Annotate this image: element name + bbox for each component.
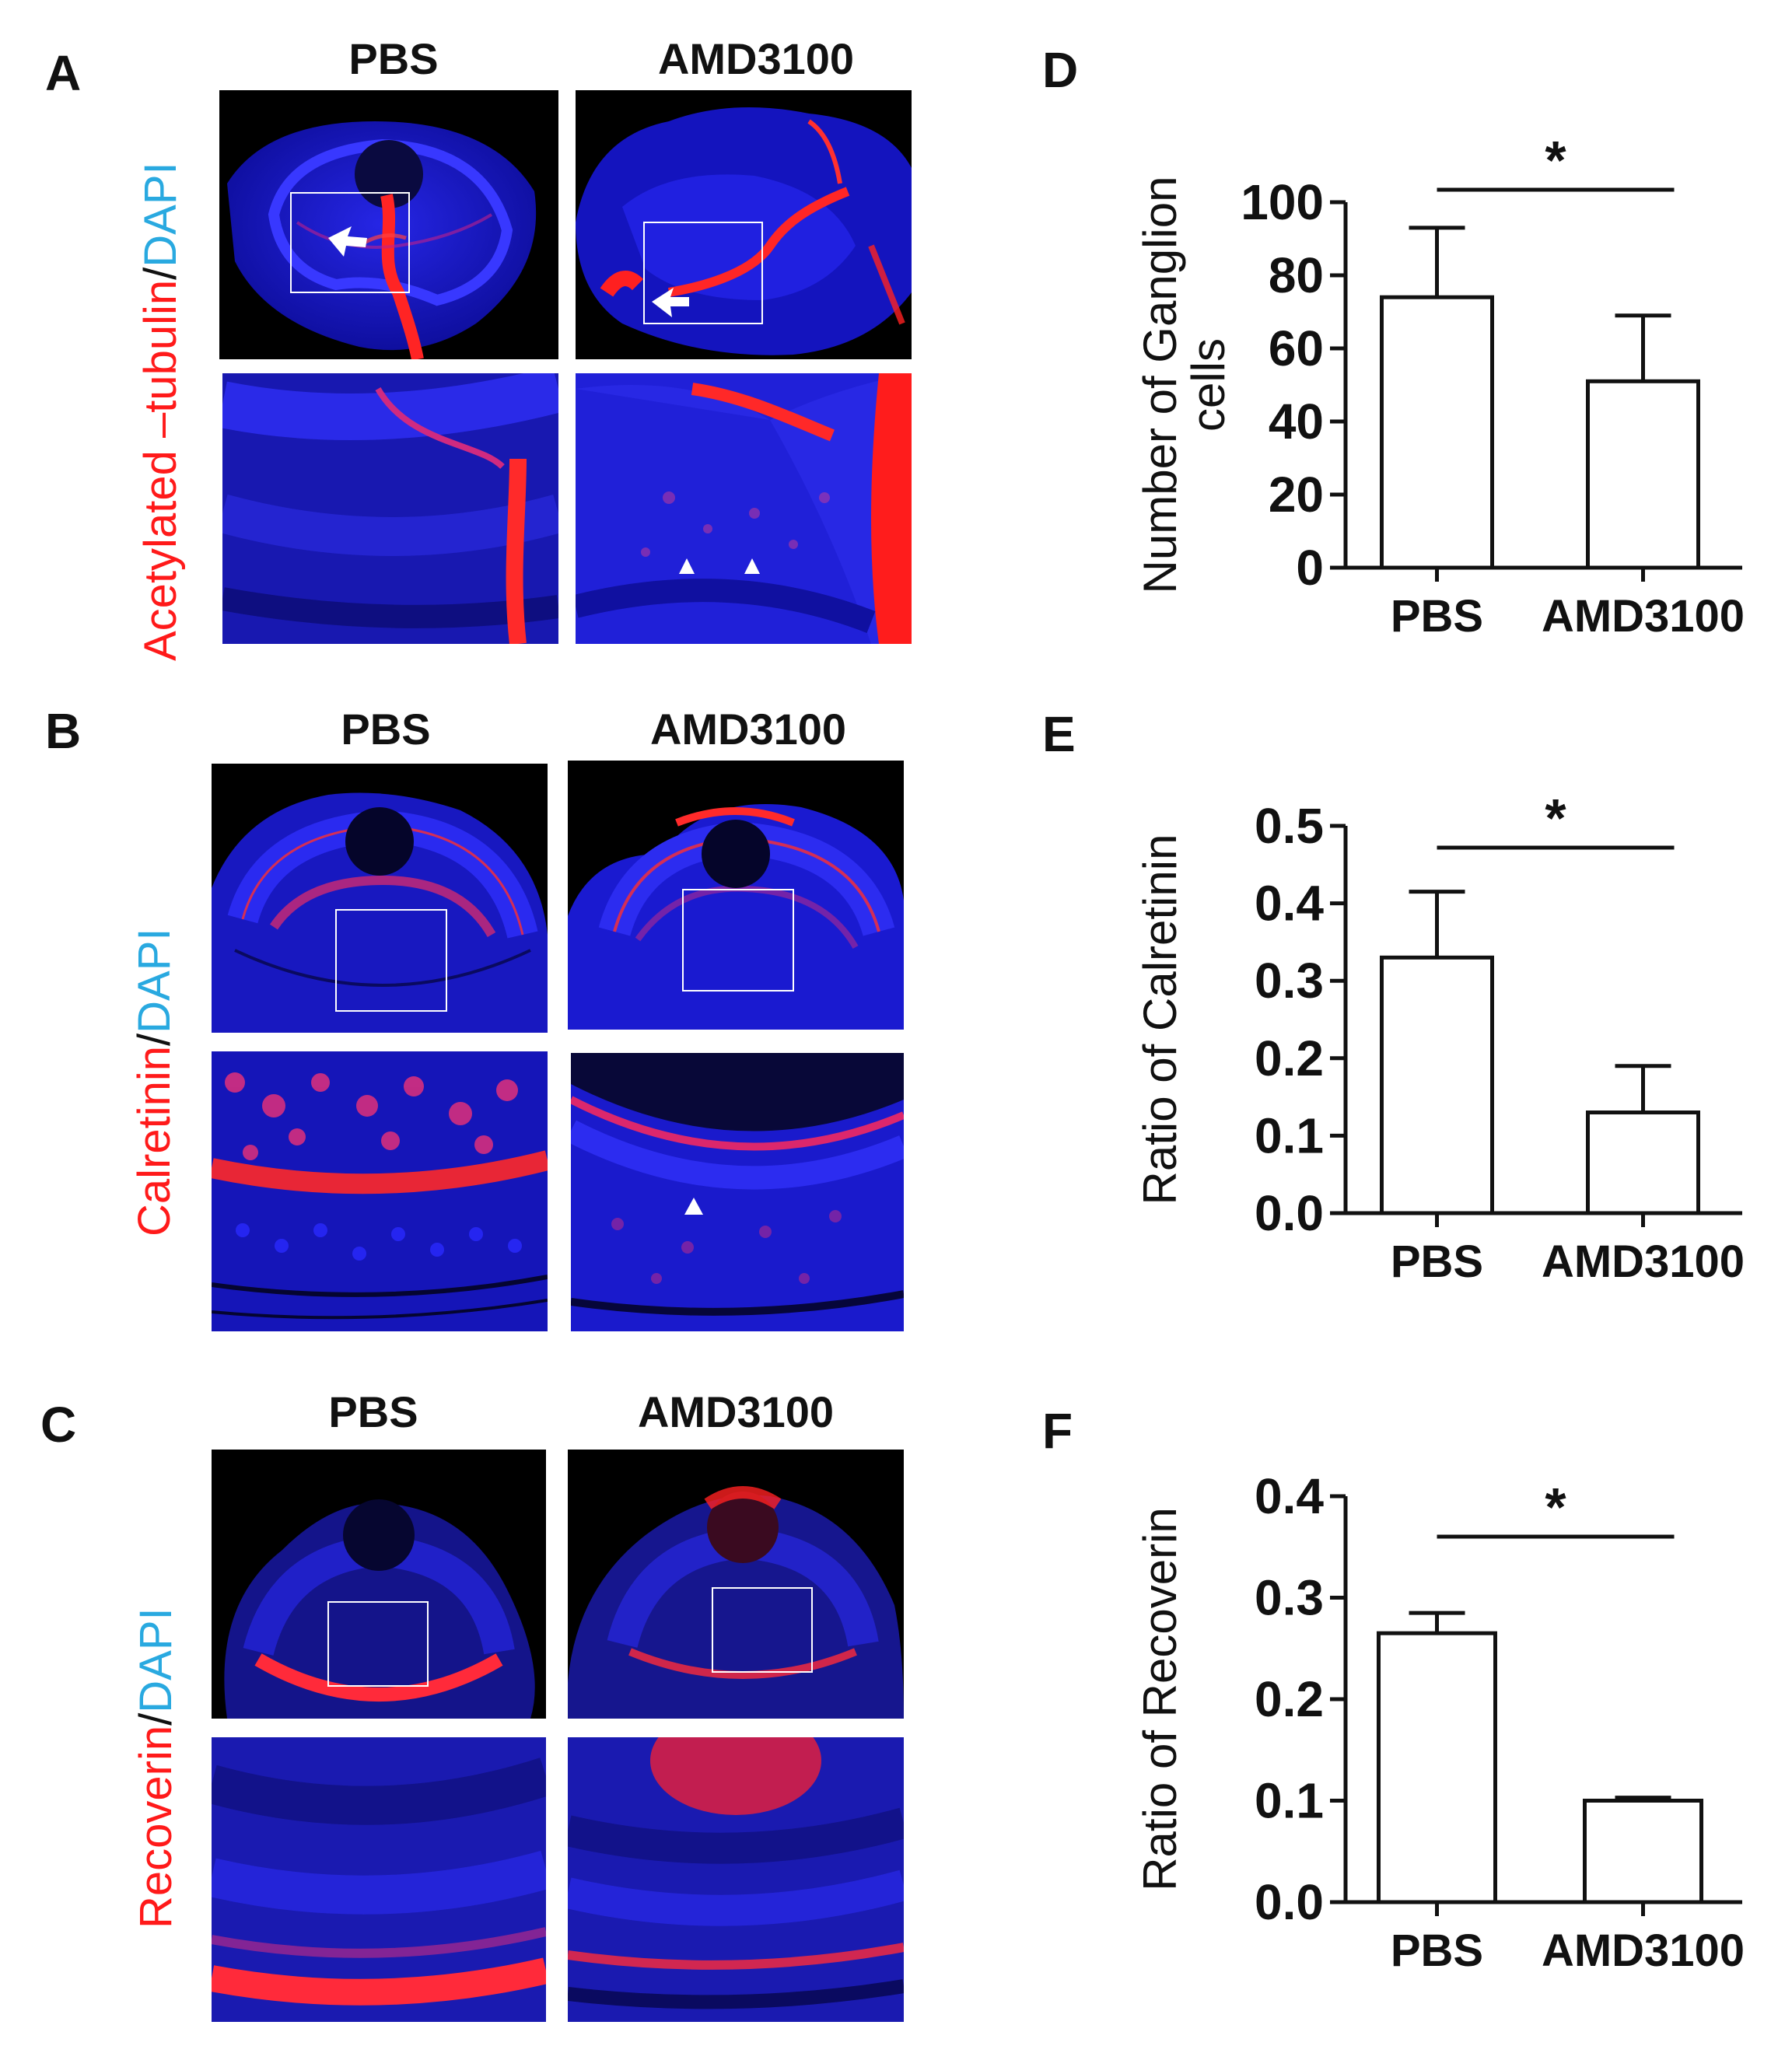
panel-a-stain-cyan: DAPI bbox=[135, 162, 186, 268]
panel-label-f: F bbox=[1042, 1403, 1073, 1459]
panel-a-col-amd3100: AMD3100 bbox=[657, 34, 855, 83]
chart-e-ylabel: Ratio of Calretinin bbox=[1134, 834, 1186, 1205]
panel-label-b: B bbox=[45, 703, 82, 759]
chart-d-ytick-label: 20 bbox=[1269, 467, 1324, 523]
panel-a-stain-label: Acetylated –tubulin/DAPI bbox=[135, 162, 186, 661]
panel-label-d: D bbox=[1042, 42, 1079, 98]
panel-c-stain-red: Recoverin bbox=[131, 1725, 181, 1929]
panel-a-col-pbs: PBS bbox=[348, 34, 439, 83]
chart-d-ytick-label: 60 bbox=[1269, 320, 1324, 376]
panel-a-pbs-overview-image bbox=[219, 90, 558, 359]
chart-e-xtick-label: PBS bbox=[1391, 1236, 1483, 1287]
panel-c-stain-sep: / bbox=[131, 1712, 181, 1726]
panel-c-amd3100-zoom-image bbox=[568, 1737, 904, 2022]
chart-d-ytick-label: 0 bbox=[1296, 540, 1324, 596]
panel-a-stain-red: Acetylated –tubulin bbox=[135, 279, 186, 661]
chart-e-svg: 0.0 0.1 0.2 0.3 0.4 0.5 PBS AMD3100 * Ratio of Ca… bbox=[1134, 788, 1745, 1287]
panel-b-col-amd3100: AMD3100 bbox=[649, 705, 847, 754]
chart-f-significance-star: * bbox=[1545, 1477, 1566, 1537]
chart-f-ylabel: Ratio of Recoverin bbox=[1134, 1507, 1186, 1891]
chart-d-ytick-label: 100 bbox=[1241, 174, 1324, 230]
chart-f-bar bbox=[1583, 1799, 1703, 1904]
panel-label-a: A bbox=[45, 45, 82, 101]
panel-label-e: E bbox=[1042, 706, 1076, 762]
chart-d-bar bbox=[1586, 379, 1700, 570]
panel-c-stain-label: Recoverin/DAPI bbox=[131, 1607, 181, 1929]
panel-c-pbs-zoom-image bbox=[212, 1737, 546, 2022]
chart-d-xtick-label: AMD3100 bbox=[1542, 591, 1745, 642]
chart-e-ytick-label: 0.1 bbox=[1255, 1107, 1324, 1163]
chart-d-ylabel: cells bbox=[1182, 338, 1234, 432]
chart-d-ytick-label: 40 bbox=[1269, 393, 1324, 449]
panel-c-col-amd3100: AMD3100 bbox=[637, 1387, 835, 1436]
panel-b-amd3100-overview-image bbox=[568, 761, 904, 1030]
chart-d-ytick-label: 80 bbox=[1269, 247, 1324, 303]
chart-f-ytick-label: 0.1 bbox=[1255, 1773, 1324, 1829]
chart-e-bar bbox=[1380, 955, 1494, 1215]
chart-d: 0 20 40 60 80 100 PBS AMD3100 * Number of Ganglio… bbox=[1120, 109, 1773, 669]
chart-e-ytick-label: 0.5 bbox=[1255, 798, 1324, 854]
chart-d-ylabel: Number of Ganglion bbox=[1134, 177, 1186, 594]
panel-b-amd3100-zoom-image bbox=[571, 1053, 904, 1331]
panel-a-amd3100-zoom-image bbox=[576, 373, 912, 644]
chart-e-xtick-label: AMD3100 bbox=[1542, 1236, 1745, 1287]
panel-b-col-pbs: PBS bbox=[341, 705, 431, 754]
panel-c-amd3100-overview-image bbox=[568, 1450, 904, 1719]
chart-e: 0.0 0.1 0.2 0.3 0.4 0.5 PBS AMD3100 * Ratio of Ca… bbox=[1120, 778, 1773, 1306]
panel-a-stain-sep: / bbox=[135, 267, 186, 280]
chart-e-ytick-label: 0.0 bbox=[1255, 1185, 1324, 1241]
panel-a-pbs-zoom-image bbox=[222, 373, 558, 644]
chart-f-xtick-label: AMD3100 bbox=[1542, 1925, 1745, 1976]
panel-b-stain-red: Calretinin bbox=[129, 1046, 180, 1236]
panel-b-stain-sep: / bbox=[129, 1033, 180, 1046]
chart-e-bar bbox=[1586, 1110, 1700, 1215]
chart-e-ytick-label: 0.3 bbox=[1255, 953, 1324, 1009]
chart-f-ytick-label: 0.4 bbox=[1255, 1468, 1324, 1524]
chart-f-ytick-label: 0.2 bbox=[1255, 1671, 1324, 1727]
panel-b-stain-label: Calretinin/DAPI bbox=[129, 928, 180, 1237]
chart-f-ytick-label: 0.3 bbox=[1255, 1570, 1324, 1626]
panel-b-pbs-overview-image bbox=[212, 764, 548, 1033]
chart-f-ytick-label: 0.0 bbox=[1255, 1874, 1324, 1930]
chart-e-ytick-label: 0.4 bbox=[1255, 876, 1324, 932]
chart-d-svg: 0 20 40 60 80 100 PBS AMD3100 * Number of Ganglio… bbox=[1134, 130, 1745, 642]
chart-e-significance-star: * bbox=[1545, 788, 1566, 848]
panel-c-pbs-overview-image bbox=[212, 1450, 546, 1719]
panel-c-col-pbs: PBS bbox=[328, 1387, 418, 1436]
panel-label-c: C bbox=[40, 1397, 77, 1453]
chart-f-xtick-label: PBS bbox=[1391, 1925, 1483, 1976]
panel-b-stain-cyan: DAPI bbox=[129, 928, 180, 1033]
chart-f-svg: 0.0 0.1 0.2 0.3 0.4 PBS AMD3100 * Ratio of Recov… bbox=[1134, 1468, 1745, 1976]
panel-b-pbs-zoom-image bbox=[212, 1051, 548, 1331]
chart-f: 0.0 0.1 0.2 0.3 0.4 PBS AMD3100 * Ratio of Recov… bbox=[1120, 1446, 1773, 1991]
chart-e-ytick-label: 0.2 bbox=[1255, 1030, 1324, 1086]
chart-d-bar bbox=[1380, 295, 1494, 570]
chart-d-xtick-label: PBS bbox=[1391, 591, 1483, 642]
chart-f-bar bbox=[1377, 1631, 1497, 1904]
panel-a-amd3100-overview-image bbox=[576, 90, 912, 359]
chart-d-significance-star: * bbox=[1545, 130, 1566, 191]
panel-c-stain-cyan: DAPI bbox=[131, 1607, 181, 1713]
